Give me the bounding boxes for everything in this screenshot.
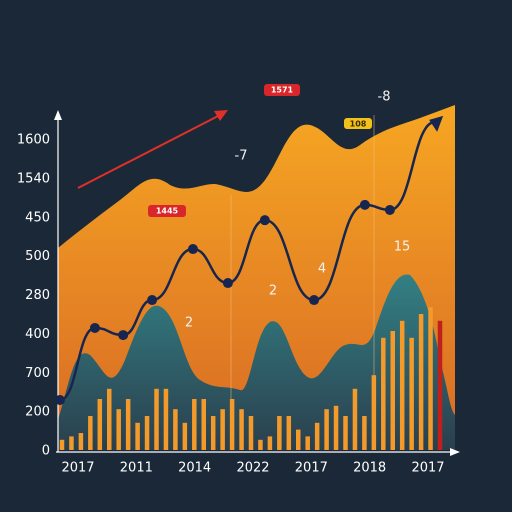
bar [409, 337, 414, 450]
bar [125, 399, 131, 450]
annotation: 15 [394, 240, 411, 255]
badge: 1445 [156, 207, 179, 216]
bar [333, 405, 339, 450]
bar [418, 314, 424, 450]
bar [116, 409, 121, 450]
bar [135, 422, 140, 450]
point [309, 295, 320, 306]
line [59, 120, 436, 402]
bar [399, 320, 405, 450]
point [54, 395, 65, 406]
bar [163, 388, 169, 450]
point [89, 322, 100, 333]
bar [428, 307, 433, 450]
y-tick-label: 0 [42, 444, 50, 459]
line-arrow-head [429, 115, 444, 132]
y-tick-label: 400 [25, 327, 50, 342]
annotation: 4 [318, 262, 326, 277]
bar [144, 416, 150, 450]
bar [69, 436, 74, 450]
badge-bg [148, 205, 186, 217]
point [222, 278, 233, 289]
x-tick-label: 2017 [411, 461, 444, 476]
badge-bg [344, 118, 372, 129]
bar [210, 416, 216, 450]
x-tick-label: 2014 [178, 461, 211, 476]
y-tick-label: 500 [25, 249, 50, 264]
bar [182, 422, 188, 450]
point [118, 330, 129, 341]
x-axis-arrow [450, 448, 460, 456]
annotation: -8 [378, 90, 391, 105]
bar [343, 416, 348, 450]
y-tick-label: 1540 [17, 171, 50, 186]
bar [314, 422, 320, 450]
bar [107, 388, 112, 450]
point [384, 204, 395, 215]
y-tick-label: 1600 [17, 133, 50, 148]
bar [78, 433, 84, 450]
bar [173, 409, 178, 450]
bar [324, 409, 329, 450]
bar [390, 331, 395, 450]
bar [239, 409, 244, 450]
badge: 1571 [271, 86, 294, 95]
trend-arrow [77, 113, 223, 189]
point [259, 215, 270, 226]
bar [88, 416, 93, 450]
bar [59, 439, 65, 450]
annotation: 2 [269, 284, 277, 299]
bar [371, 375, 377, 450]
trend-arrow-head [214, 110, 228, 121]
bar [352, 388, 358, 450]
bar [201, 399, 206, 450]
y-tick-label: 700 [25, 366, 50, 381]
bar [220, 409, 225, 450]
x-tick-label: 2022 [236, 461, 269, 476]
badge-bg [264, 84, 300, 96]
point [187, 244, 198, 255]
y-axis-arrow [54, 110, 62, 120]
bar [229, 399, 235, 450]
bar [362, 416, 367, 450]
x-tick-label: 2018 [353, 461, 386, 476]
x-tick-label: 2017 [295, 461, 328, 476]
bar [305, 436, 310, 450]
bar [437, 320, 443, 450]
badge: 108 [350, 120, 367, 129]
annotation: 2 [185, 316, 193, 331]
bar [381, 337, 386, 450]
annotation: -7 [235, 149, 248, 164]
bar [248, 416, 254, 450]
x-tick-label: 2011 [120, 461, 153, 476]
point [147, 295, 158, 306]
y-tick-label: 280 [25, 288, 50, 303]
y-tick-label: 200 [25, 405, 50, 420]
bar [192, 399, 197, 450]
point [359, 199, 370, 210]
bar [154, 388, 159, 450]
bar [296, 429, 301, 450]
bar [97, 399, 103, 450]
bar [258, 439, 263, 450]
bar [277, 416, 282, 450]
x-tick-label: 2017 [61, 461, 94, 476]
y-tick-label: 450 [25, 210, 50, 225]
bar [267, 436, 273, 450]
bar [286, 416, 292, 450]
